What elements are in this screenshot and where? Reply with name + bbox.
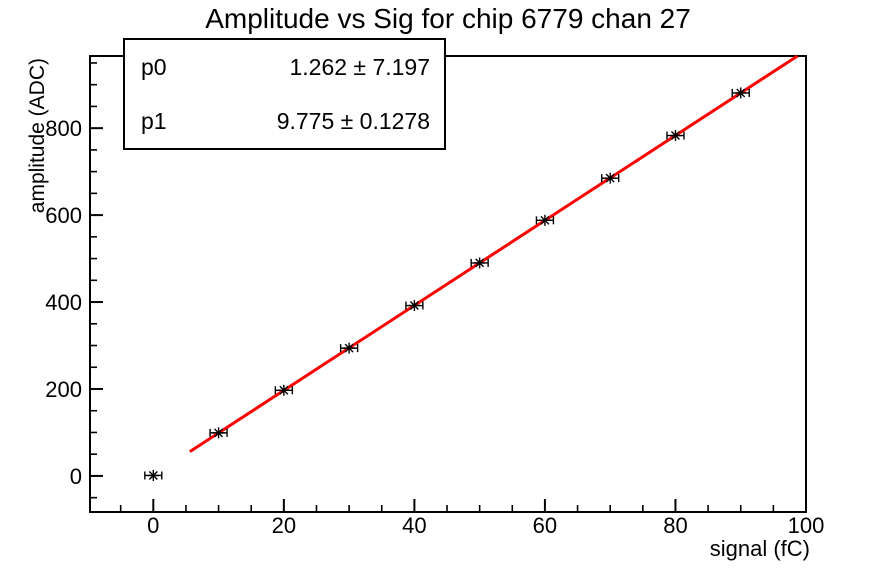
stats-row-p1: p1 9.775 ± 0.1278 (125, 108, 444, 135)
y-tick-label: 400 (45, 290, 82, 315)
fit-line (189, 54, 799, 453)
data-marker (475, 258, 485, 268)
stats-param-value: 9.775 ± 0.1278 (276, 107, 430, 134)
plot-frame (89, 55, 807, 513)
data-marker (670, 131, 680, 141)
data-marker (409, 301, 419, 311)
stats-row-p0: p0 1.262 ± 7.197 (125, 54, 444, 81)
x-axis-title: signal (fC) (710, 536, 810, 561)
stats-param-name: p1 (141, 107, 167, 134)
x-tick-label: 60 (533, 513, 557, 538)
stats-box: p0 1.262 ± 7.197 p1 9.775 ± 0.1278 (123, 38, 446, 150)
data-marker (148, 470, 158, 480)
y-tick-label: 200 (45, 377, 82, 402)
y-tick-label: 0 (70, 464, 82, 489)
data-marker (605, 173, 615, 183)
x-tick-label: 100 (788, 513, 825, 538)
stats-param-value: 1.262 ± 7.197 (289, 53, 430, 80)
x-tick-label: 0 (147, 513, 159, 538)
y-axis-title: amplitude (ADC) (26, 58, 49, 213)
data-marker (279, 385, 289, 395)
x-tick-label: 40 (402, 513, 426, 538)
stats-param-name: p0 (141, 53, 167, 80)
x-tick-label: 80 (663, 513, 687, 538)
data-marker (214, 428, 224, 438)
data-marker (344, 343, 354, 353)
chart-layer: 0 20 40 60 80 100 0 200 400 600 800 (45, 54, 825, 538)
x-tick-label: 20 (272, 513, 296, 538)
page-title: Amplitude vs Sig for chip 6779 chan 27 (205, 3, 691, 34)
data-marker (540, 215, 550, 225)
data-marker (736, 88, 746, 98)
y-tick-label: 800 (45, 116, 82, 141)
y-tick-label: 600 (45, 203, 82, 228)
